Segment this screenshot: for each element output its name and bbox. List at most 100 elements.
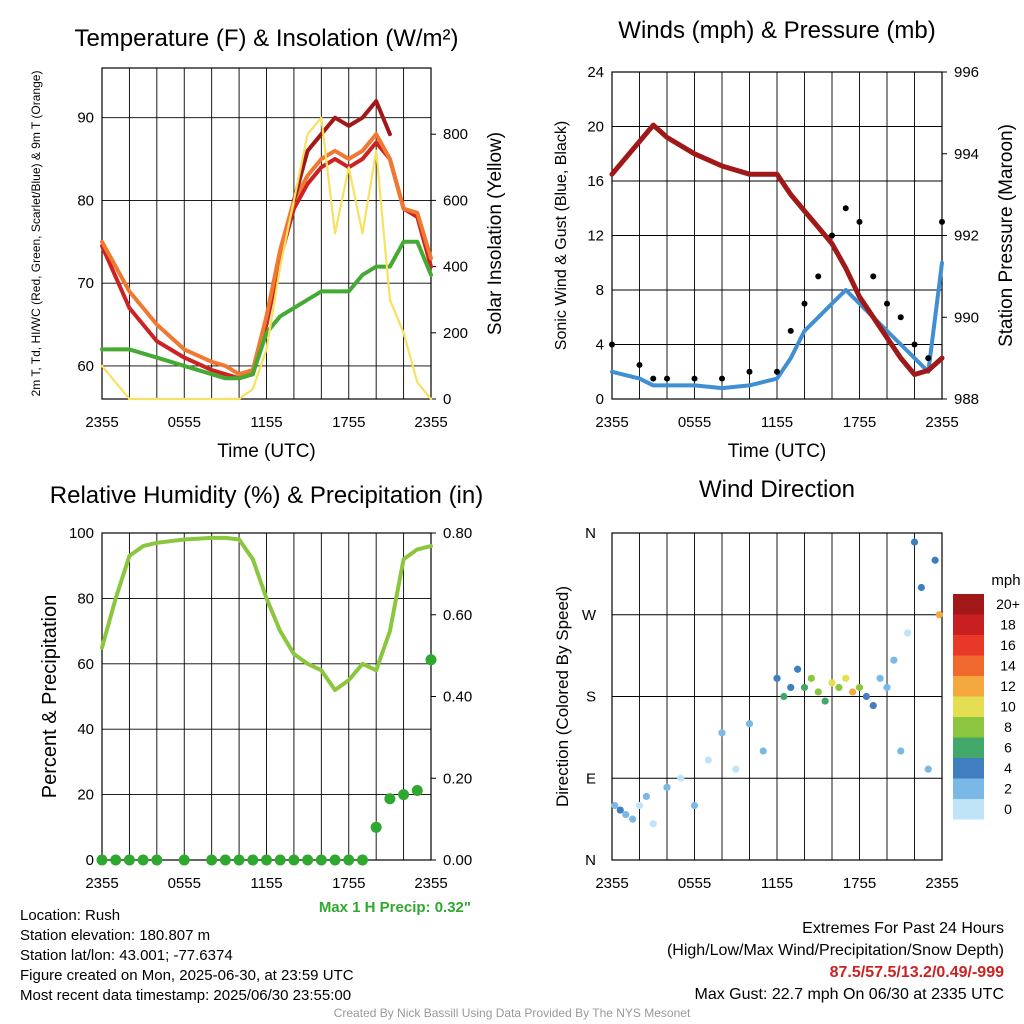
y-right-axis-label: Station Pressure (Maroon) xyxy=(996,124,1017,347)
wind-point xyxy=(883,683,891,692)
colorbar-swatch xyxy=(953,737,984,758)
colorbar-label: 6 xyxy=(1004,740,1012,756)
winds-panel: Winds (mph) & Pressure (mb) 2355 0555 1155 1… xyxy=(553,17,1017,462)
wind-point xyxy=(663,783,671,791)
y-tick-label: 8 xyxy=(596,282,604,299)
x-tick-label: 1155 xyxy=(761,875,793,892)
extremes-subtitle: (High/Low/Max Wind/Precipitation/Snow De… xyxy=(666,942,1004,959)
wind-point xyxy=(690,801,699,810)
colorbar-swatch xyxy=(953,758,984,779)
precip-point xyxy=(398,789,410,801)
precip-point xyxy=(315,854,327,866)
x-tick-label: 2355 xyxy=(925,875,958,892)
wind-point xyxy=(869,701,877,710)
wind-point xyxy=(642,792,650,801)
y-tick-label: 0 xyxy=(86,852,94,869)
gust-point xyxy=(911,341,918,348)
x-tick-label: 1155 xyxy=(250,875,282,892)
wind-point xyxy=(897,747,905,755)
x-tick-label: 0555 xyxy=(168,875,201,892)
wind-point xyxy=(910,538,919,546)
y-right-tick-label: 200 xyxy=(443,325,468,342)
credit-footer: Created By Nick Bassill Using Data Provi… xyxy=(333,1006,691,1020)
wind-point xyxy=(835,683,843,692)
precip-point xyxy=(206,854,218,866)
x-tick-label: 1155 xyxy=(250,414,282,431)
wind-point xyxy=(917,583,925,592)
y-axis-label: Sonic Wind & Gust (Blue, Black) xyxy=(553,121,570,350)
humidity-panel: Relative Humidity (%) & Precipitation (i… xyxy=(39,482,483,916)
y-tick-label: 80 xyxy=(77,192,94,209)
gust-point xyxy=(636,361,643,368)
precip-point xyxy=(110,854,122,866)
colorbar-label: 2 xyxy=(1004,781,1012,797)
solar-insolation-line xyxy=(100,116,433,401)
y-tick-label: 60 xyxy=(77,656,94,673)
y-tick-label: 100 xyxy=(69,525,94,542)
y-right-tick-label: 996 xyxy=(954,64,979,81)
wind-point xyxy=(616,806,624,814)
max-gust-text: Max Gust: 22.7 mph On 06/30 at 2335 UTC xyxy=(694,986,1005,1003)
wind-point xyxy=(677,774,685,782)
recent-data-text: Most recent data timestamp: 2025/06/30 2… xyxy=(20,987,352,1004)
gust-point xyxy=(829,232,835,239)
colorbar-label: 12 xyxy=(1000,678,1016,694)
precip-point xyxy=(274,854,286,866)
x-tick-label: 0555 xyxy=(168,414,201,431)
winds-title: Winds (mph) & Pressure (mb) xyxy=(618,17,935,44)
wind-point xyxy=(931,556,939,564)
wind-point xyxy=(622,810,630,819)
gust-point xyxy=(609,341,615,348)
precip-point xyxy=(247,854,259,866)
colorbar-swatch xyxy=(953,594,984,615)
precip-point xyxy=(384,793,396,805)
temperature-panel: Temperature (F) & Insolation (W/m²) 2355 0… xyxy=(29,25,506,462)
wind-point xyxy=(787,683,795,692)
y-tick-label: 20 xyxy=(77,787,94,804)
created-text: Figure created on Mon, 2025-06-30, at 23… xyxy=(20,967,354,984)
y-tick-label: N xyxy=(585,852,596,869)
x-tick-label: 1755 xyxy=(843,875,876,892)
wind-point xyxy=(807,674,815,682)
gust-point xyxy=(856,218,863,225)
precip-point xyxy=(411,785,423,797)
wind-point xyxy=(862,692,870,701)
wind-point xyxy=(732,765,740,773)
colorbar-swatch xyxy=(953,717,984,738)
gust-point xyxy=(939,218,945,225)
y-right-tick-label: 0.20 xyxy=(443,770,472,787)
gust-point xyxy=(870,273,877,280)
latlon-text: Station lat/lon: 43.001; -77.6374 xyxy=(20,947,233,964)
wind-point xyxy=(649,820,657,828)
precip-point xyxy=(343,854,355,866)
y-tick-label: 12 xyxy=(587,228,604,245)
wind-point xyxy=(935,611,943,619)
y-axis-label: 2m T, Td, HI/WC (Red, Green, Scarlet/Blu… xyxy=(29,71,43,397)
precip-point xyxy=(123,854,135,866)
precip-point xyxy=(288,854,300,866)
gust-point xyxy=(691,375,698,382)
colorbar-label: 4 xyxy=(1004,760,1012,776)
td-line xyxy=(100,239,433,381)
y-axis-label: Percent & Precipitation xyxy=(39,595,61,798)
gust-point xyxy=(787,327,794,334)
colorbar-label: 14 xyxy=(1000,658,1016,674)
y-tick-label: N xyxy=(585,525,596,542)
y-right-tick-label: 988 xyxy=(954,391,979,408)
colorbar-label: 10 xyxy=(1000,699,1016,715)
wind-point xyxy=(629,815,637,823)
wind-point xyxy=(745,720,754,728)
colorbar-swatch xyxy=(953,778,984,799)
wind-point xyxy=(876,674,884,682)
gust-point xyxy=(801,300,808,307)
y-tick-label: 70 xyxy=(77,275,94,292)
elevation-text: Station elevation: 180.807 m xyxy=(20,927,211,944)
extremes-values: 87.5/57.5/13.2/0.49/-999 xyxy=(829,964,1004,981)
precip-point xyxy=(370,821,382,833)
colorbar-label: 8 xyxy=(1004,719,1012,735)
wind-point xyxy=(704,756,712,764)
wind-point xyxy=(904,629,912,637)
x-tick-label: 0555 xyxy=(678,875,711,892)
temperature-title: Temperature (F) & Insolation (W/m²) xyxy=(74,25,458,52)
